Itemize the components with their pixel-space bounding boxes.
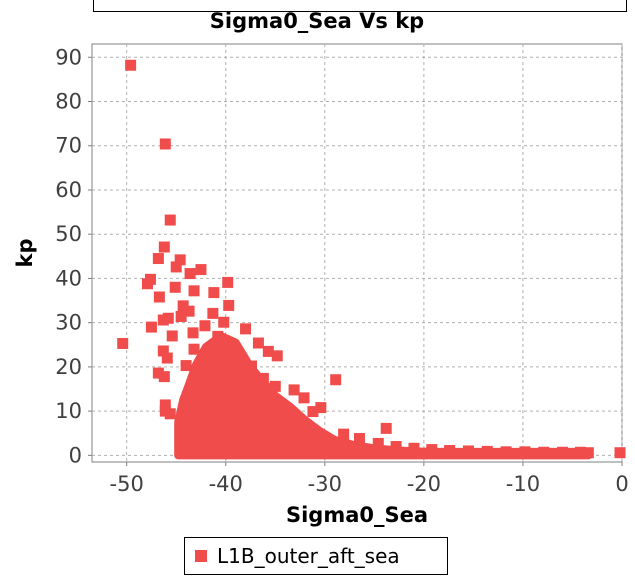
data-point xyxy=(353,433,365,445)
data-point xyxy=(222,276,234,288)
y-tick-label: 20 xyxy=(55,355,82,379)
data-point xyxy=(145,321,157,333)
data-point-cloud xyxy=(174,331,593,460)
data-point xyxy=(184,268,196,280)
data-point xyxy=(218,316,230,328)
x-tick-label: -50 xyxy=(110,472,144,496)
top-panel-frame xyxy=(93,0,627,12)
data-point xyxy=(307,406,319,418)
data-point xyxy=(208,287,220,299)
data-point xyxy=(117,337,129,349)
chart-legend: L1B_outer_aft_sea xyxy=(184,537,448,575)
x-tick-label: -20 xyxy=(407,472,441,496)
data-point xyxy=(170,261,182,273)
data-point xyxy=(271,350,283,362)
data-point xyxy=(298,392,310,404)
y-tick-label: 90 xyxy=(55,45,82,69)
data-point xyxy=(252,337,264,349)
x-axis-label: Sigma0_Sea xyxy=(286,503,428,527)
data-point xyxy=(152,367,164,379)
y-axis-label: kp xyxy=(13,239,37,268)
plot-area xyxy=(91,43,623,463)
data-point xyxy=(159,399,171,411)
data-point xyxy=(159,138,171,150)
data-point xyxy=(125,59,137,71)
x-tick-label: 0 xyxy=(615,472,628,496)
y-tick-label: 0 xyxy=(69,443,82,467)
data-point xyxy=(207,307,219,319)
data-point xyxy=(144,273,156,285)
data-point xyxy=(153,291,165,303)
tick-labels: -50 -40 -30 -20 -10 0 0 10 20 30 40 50 60 70 80 90 xyxy=(55,45,628,496)
data-point xyxy=(269,380,281,392)
data-point xyxy=(262,345,274,357)
y-tick-label: 80 xyxy=(55,90,82,114)
data-point xyxy=(195,264,207,276)
data-point xyxy=(180,360,192,372)
y-tick-label: 30 xyxy=(55,311,82,335)
y-tick-label: 10 xyxy=(55,399,82,423)
dense-point-cluster xyxy=(174,331,593,460)
data-point xyxy=(161,352,173,364)
data-point xyxy=(164,214,176,226)
data-point xyxy=(175,310,187,322)
y-tick-label: 70 xyxy=(55,134,82,158)
data-point xyxy=(372,437,384,449)
data-point xyxy=(169,281,181,293)
y-tick-label: 50 xyxy=(55,222,82,246)
data-point xyxy=(164,408,176,420)
data-point xyxy=(338,428,350,440)
data-point xyxy=(158,371,170,383)
data-point xyxy=(166,330,178,342)
chart-title: Sigma0_Sea Vs kp xyxy=(210,9,424,33)
y-tick-label: 40 xyxy=(55,266,82,290)
data-point xyxy=(158,241,170,253)
data-point xyxy=(187,327,199,339)
legend-label: L1B_outer_aft_sea xyxy=(217,544,400,568)
data-point xyxy=(223,299,235,311)
data-point xyxy=(380,422,392,434)
data-point xyxy=(240,323,252,335)
data-point xyxy=(174,254,186,266)
data-point xyxy=(315,402,327,414)
x-tick-label: -30 xyxy=(308,472,342,496)
x-tick-label: -10 xyxy=(506,472,540,496)
x-tick-label: -40 xyxy=(209,472,243,496)
data-point xyxy=(614,447,626,459)
legend-swatch xyxy=(195,550,207,562)
data-point xyxy=(152,253,164,265)
data-point xyxy=(157,314,169,326)
data-point xyxy=(188,285,200,297)
y-tick-label: 60 xyxy=(55,178,82,202)
data-point xyxy=(177,300,189,312)
data-point xyxy=(157,345,169,357)
data-point xyxy=(330,374,342,386)
data-point xyxy=(183,305,195,317)
data-point xyxy=(199,320,211,332)
data-point xyxy=(188,343,200,355)
data-point xyxy=(288,384,300,396)
